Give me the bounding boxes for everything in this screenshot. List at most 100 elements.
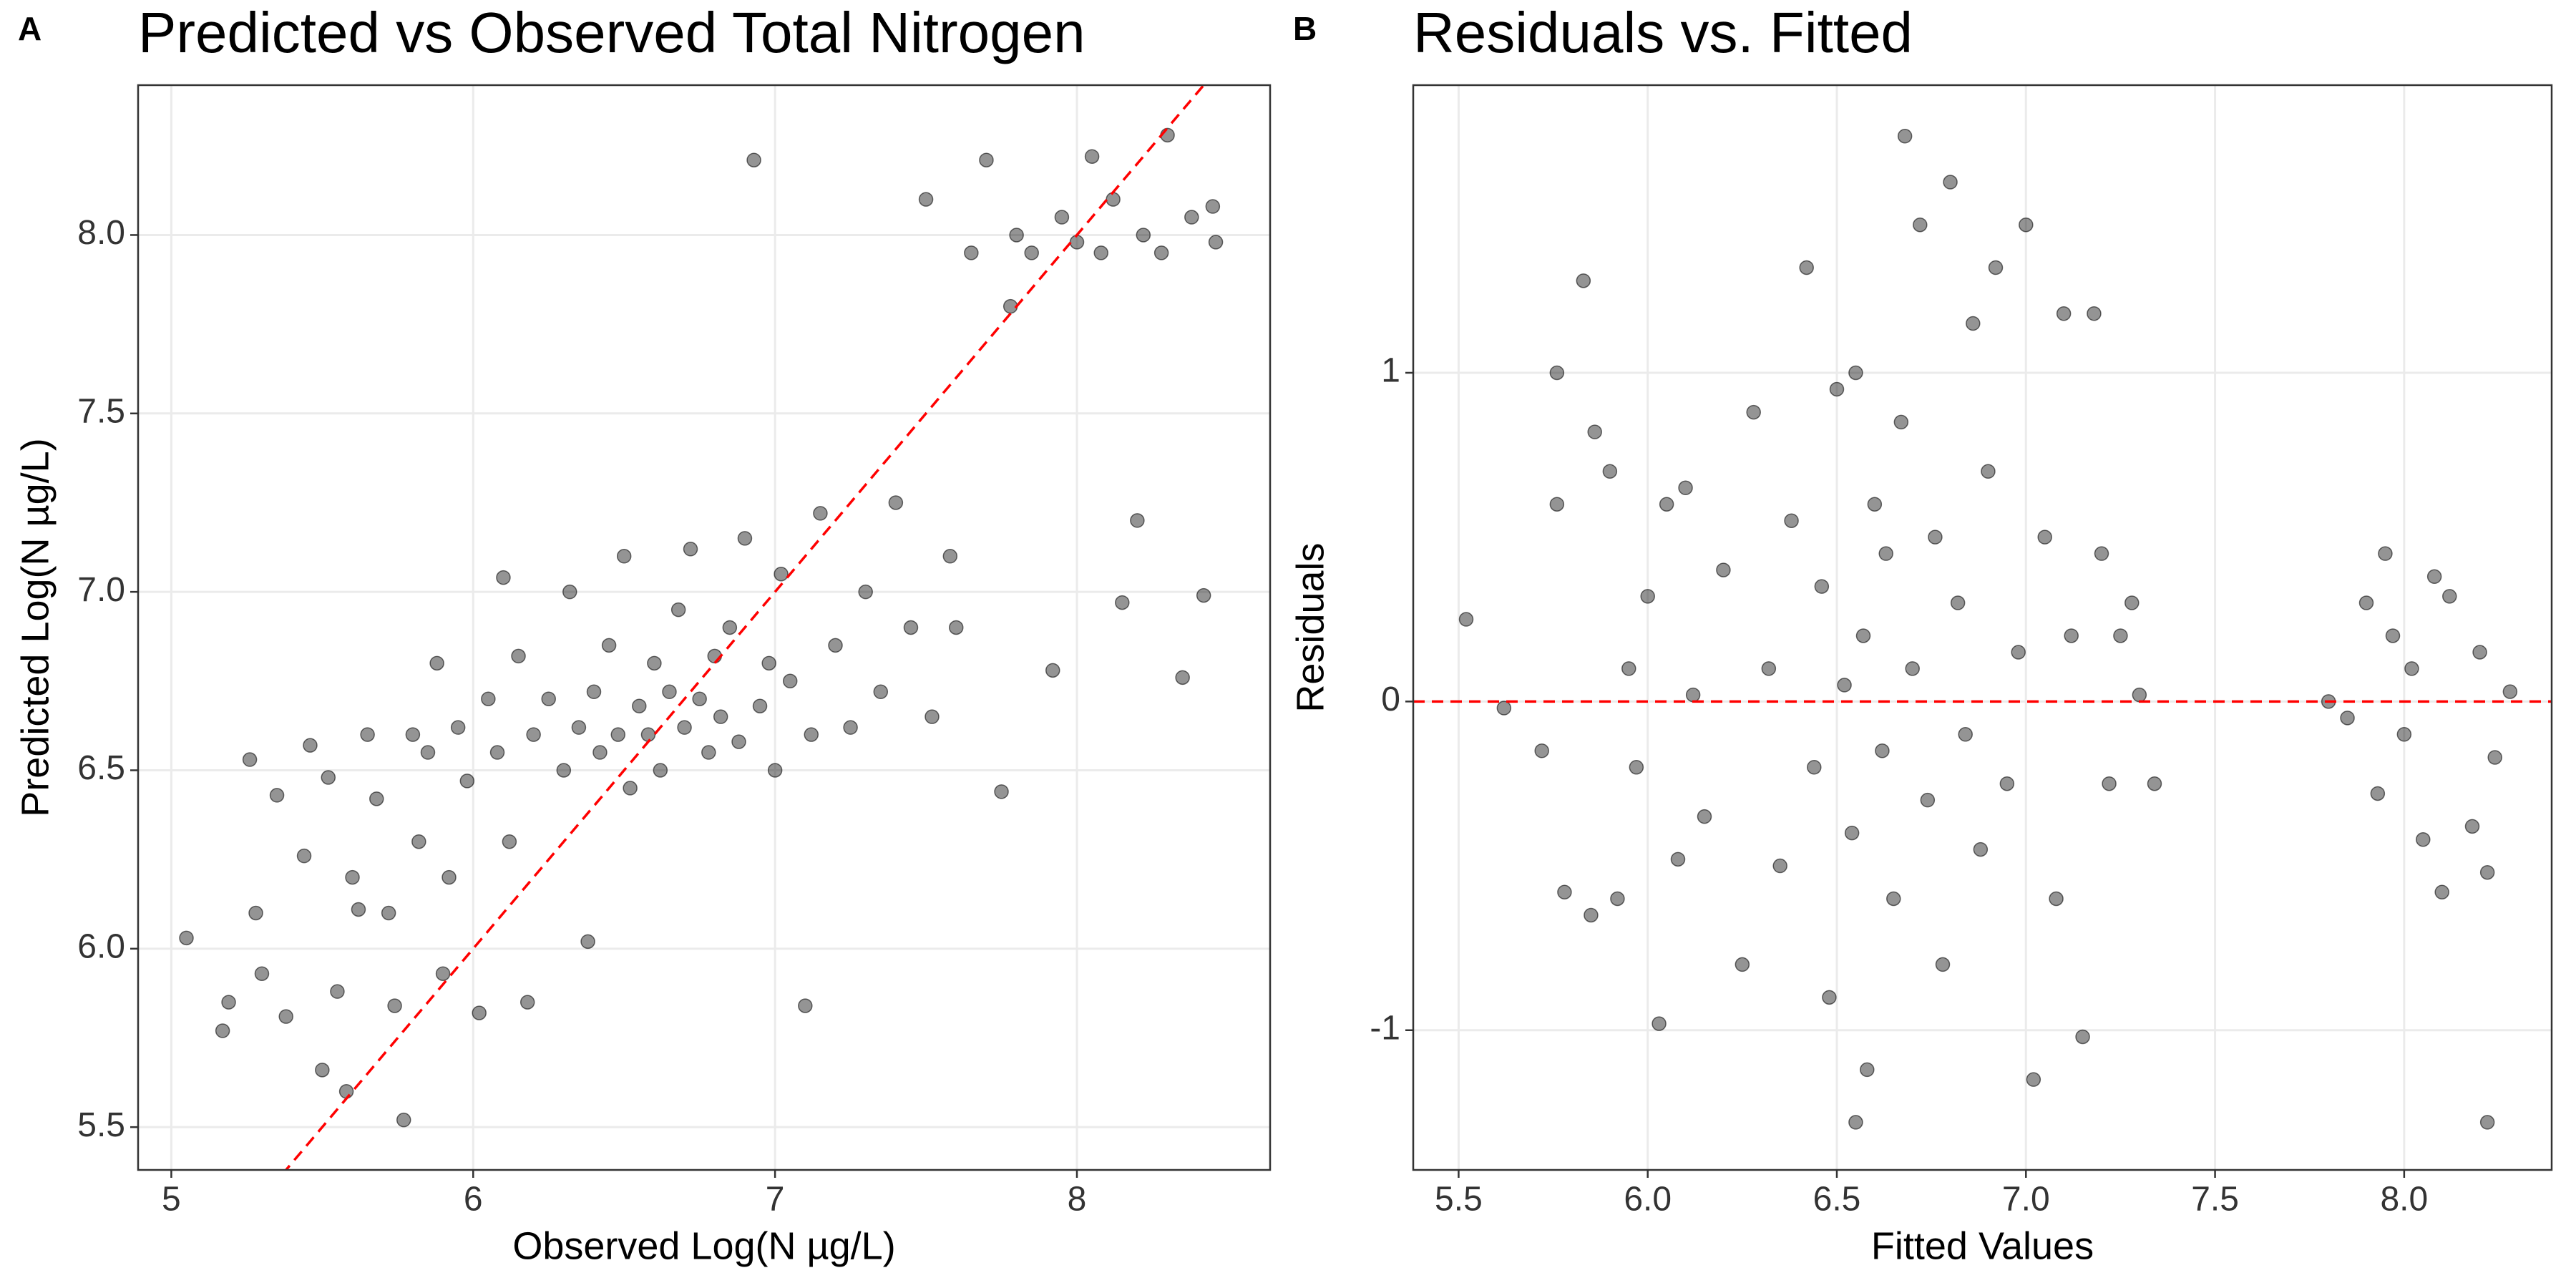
y-tick-label: 7.0 [77, 571, 125, 609]
point [1867, 497, 1883, 512]
point [502, 834, 517, 849]
point [653, 763, 668, 778]
point [1106, 192, 1121, 207]
y-tick-label: 5.5 [77, 1106, 125, 1144]
point [481, 691, 496, 706]
plot-border [1412, 84, 2553, 1171]
point [979, 152, 994, 167]
point [1848, 1115, 1863, 1130]
point [2434, 884, 2449, 900]
point [2479, 864, 2495, 880]
point [1009, 228, 1024, 243]
point [592, 745, 608, 760]
point [321, 770, 336, 785]
point [2087, 306, 2102, 321]
point [2075, 1029, 2090, 1045]
point [2026, 1072, 2041, 1087]
point [813, 506, 828, 521]
point [1670, 852, 1686, 867]
point [2340, 711, 2355, 726]
x-tick-label: 6.0 [1624, 1181, 1672, 1219]
point [623, 781, 638, 796]
point [752, 698, 768, 713]
point [1746, 404, 1761, 420]
point [828, 638, 843, 653]
point [1761, 661, 1777, 676]
point [1184, 210, 1199, 225]
point [586, 684, 602, 700]
point [1685, 687, 1701, 703]
point [737, 531, 753, 546]
point [1893, 414, 1909, 430]
point [1629, 759, 1644, 775]
point [713, 709, 728, 724]
point [1136, 228, 1151, 243]
y-axis-label: Predicted Log(N µg/L) [14, 438, 57, 816]
point [918, 192, 934, 207]
point [2147, 776, 2162, 791]
x-tick-label: 7 [766, 1181, 785, 1219]
point [746, 152, 761, 167]
x-tick-label: 7.5 [2191, 1181, 2239, 1219]
point [1807, 759, 1822, 775]
point [1640, 589, 1655, 604]
point [369, 791, 384, 806]
point [2378, 546, 2393, 561]
point [1652, 1016, 1667, 1031]
panel-tag: B [1293, 10, 1317, 47]
point [1208, 235, 1224, 250]
point [782, 673, 798, 689]
point [994, 784, 1009, 799]
point [761, 655, 776, 671]
point [843, 720, 858, 735]
x-tick-label: 6 [464, 1181, 483, 1219]
identity-line [284, 85, 1206, 1170]
point [2396, 727, 2412, 742]
point [411, 834, 426, 849]
point [804, 727, 819, 742]
point [1054, 210, 1070, 225]
point [2416, 832, 2431, 847]
y-tick-label: 1 [1381, 352, 1400, 390]
point [1024, 245, 1039, 260]
point [774, 566, 789, 582]
chart-title: Residuals vs. Fitted [1413, 1, 1913, 64]
point [1153, 245, 1169, 260]
point [2124, 595, 2140, 610]
point [2479, 1115, 2495, 1130]
point [1716, 562, 1731, 577]
point [1897, 128, 1913, 144]
point [496, 570, 511, 585]
point [964, 245, 979, 260]
point [556, 763, 572, 778]
point [692, 691, 707, 706]
point [888, 495, 904, 510]
x-tick-label: 5 [162, 1181, 181, 1219]
point [1175, 670, 1190, 686]
point [1814, 579, 1830, 594]
x-axis-label: Observed Log(N µg/L) [512, 1224, 895, 1267]
point [858, 584, 873, 600]
point [2064, 628, 2079, 643]
point [330, 984, 345, 999]
point [396, 1112, 411, 1128]
point [1557, 884, 1572, 900]
point [511, 648, 526, 664]
point [1837, 678, 1852, 693]
point [2487, 750, 2502, 765]
point [215, 1023, 230, 1038]
point [2094, 546, 2109, 561]
x-tick-label: 8 [1068, 1181, 1087, 1219]
point [731, 734, 746, 749]
chart-title: Predicted vs Observed Total Nitrogen [138, 1, 1085, 64]
y-tick-label: -1 [1370, 1009, 1400, 1047]
point [296, 848, 312, 864]
point [924, 709, 940, 724]
point [1130, 513, 1145, 528]
y-tick-label: 6.5 [77, 749, 125, 787]
point [541, 691, 556, 706]
point [459, 774, 475, 789]
point [242, 752, 258, 767]
point [405, 727, 421, 742]
point [1496, 701, 1512, 716]
